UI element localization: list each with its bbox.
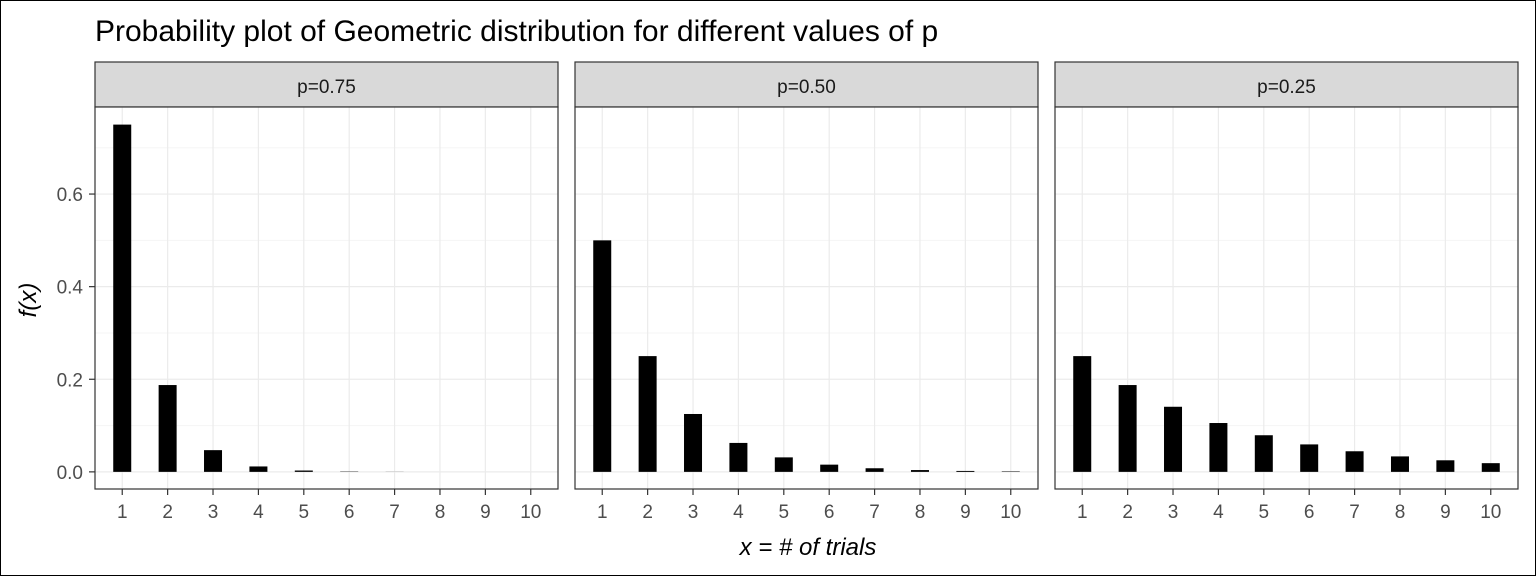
facet-strip — [94, 61, 559, 108]
bar — [158, 385, 177, 472]
x-tick-label: 6 — [824, 502, 835, 523]
x-tick-label: 2 — [642, 502, 653, 523]
bar — [865, 468, 884, 472]
bar — [249, 466, 268, 472]
panel-border — [1054, 106, 1519, 490]
x-tick-label: 3 — [208, 502, 219, 523]
x-tick-label: 4 — [1213, 502, 1224, 523]
bar — [956, 470, 975, 472]
bar — [1481, 463, 1500, 472]
bar — [638, 356, 657, 472]
x-tick-label: 4 — [733, 502, 744, 523]
x-tick-label: 10 — [1480, 502, 1501, 523]
x-tick-label: 5 — [299, 502, 310, 523]
bar — [1390, 456, 1409, 472]
bar — [1118, 385, 1137, 472]
x-tick-label: 2 — [162, 502, 173, 523]
facet-strip-label: p=0.75 — [297, 77, 356, 98]
bar — [294, 470, 313, 472]
bar — [1073, 356, 1092, 472]
x-tick-label: 9 — [480, 502, 491, 523]
bar — [1345, 451, 1364, 472]
x-tick-label: 9 — [960, 502, 971, 523]
y-axis-title: f(x) — [15, 283, 42, 318]
facet-panel-3: p=0.25 1 2 3 4 5 6 7 8 9 10 — [1054, 61, 1519, 523]
facet-panel-1: p=0.75 1 2 3 4 5 6 7 8 9 10 — [94, 61, 559, 523]
facet-strip — [574, 61, 1039, 108]
facet-panel-2: p=0.50 1 2 3 4 5 6 7 8 9 10 — [574, 61, 1039, 523]
bar — [774, 457, 793, 472]
bar — [204, 450, 223, 472]
x-tick-label: 7 — [1349, 502, 1360, 523]
bar — [910, 470, 929, 472]
x-tick-label: 3 — [1168, 502, 1179, 523]
bar — [1254, 435, 1273, 472]
bar — [1209, 423, 1228, 472]
facet-strip — [1054, 61, 1519, 108]
y-axis: 0.0 0.2 0.4 0.6 — [57, 185, 95, 484]
x-tick-label: 7 — [869, 502, 880, 523]
bar — [1436, 460, 1455, 472]
x-tick-label: 2 — [1122, 502, 1133, 523]
x-tick-label: 1 — [117, 502, 128, 523]
x-tick-label: 8 — [435, 502, 446, 523]
y-tick-label: 0.4 — [57, 278, 84, 299]
x-tick-label: 4 — [253, 502, 264, 523]
x-tick-label: 5 — [1259, 502, 1270, 523]
x-tick-label: 8 — [915, 502, 926, 523]
x-axis-title: x = # of trials — [739, 534, 877, 561]
bar — [113, 124, 132, 472]
x-tick-label: 10 — [520, 502, 541, 523]
x-tick-label: 8 — [1395, 502, 1406, 523]
panel-border — [574, 106, 1039, 490]
x-tick-label: 6 — [344, 502, 355, 523]
y-tick-label: 0.0 — [57, 463, 83, 484]
facet-strip-label: p=0.50 — [777, 77, 836, 98]
x-tick-label: 1 — [1077, 502, 1088, 523]
x-tick-label: 7 — [389, 502, 400, 523]
facet-panels: p=0.751 2 3 4 5 6 7 8 9 10p=0.501 2 3 4 5 6 7 8 9 10p=0.25… — [94, 61, 1519, 523]
facet-strip-label: p=0.25 — [1257, 77, 1316, 98]
chart-title: Probability plot of Geometric distributi… — [95, 15, 938, 48]
y-tick-label: 0.6 — [57, 185, 83, 206]
x-tick-label: 9 — [1440, 502, 1451, 523]
bar — [1164, 406, 1183, 472]
bar — [593, 240, 612, 472]
bar — [1300, 444, 1319, 472]
x-tick-label: 10 — [1000, 502, 1021, 523]
x-tick-label: 1 — [597, 502, 608, 523]
bar — [729, 442, 748, 472]
panel-border — [94, 106, 559, 490]
x-tick-label: 3 — [688, 502, 699, 523]
x-tick-label: 5 — [779, 502, 790, 523]
bar — [684, 413, 703, 472]
y-tick-label: 0.2 — [57, 370, 83, 391]
x-tick-label: 6 — [1304, 502, 1315, 523]
bar — [820, 464, 839, 472]
